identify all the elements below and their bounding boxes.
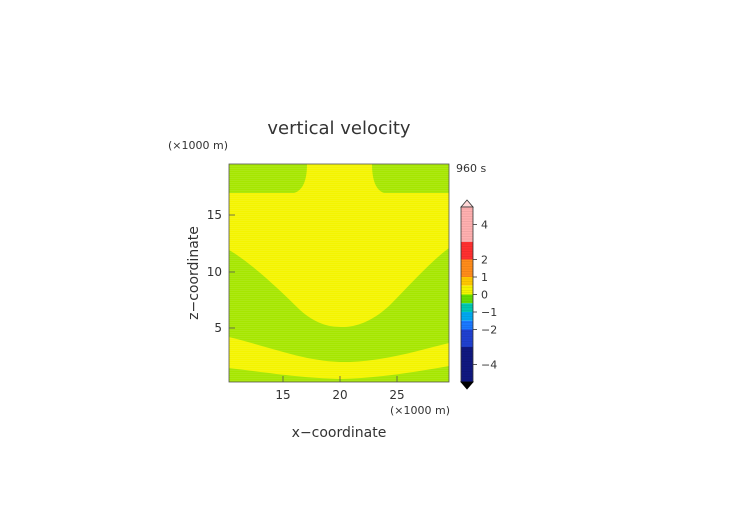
x-axis-label: x−coordinate	[292, 425, 387, 441]
plot-frame	[228, 163, 450, 383]
y-tick-15: 15	[207, 208, 222, 222]
plot-area	[229, 164, 449, 382]
x-tick-25: 25	[389, 388, 404, 402]
colorbar-top-arrow	[460, 199, 474, 208]
colorbar-band-3	[461, 277, 473, 286]
x-tick-20: 20	[332, 388, 347, 402]
time-label: 960 s	[456, 162, 486, 175]
chart-title: vertical velocity	[267, 118, 411, 139]
x-unit-label: (×1000 m)	[390, 404, 450, 417]
colorbar-band-0	[461, 207, 473, 242]
colorbar: 4 2 1 0 −1 −2 −4	[460, 199, 497, 390]
x-tick-15: 15	[275, 388, 290, 402]
colorbar-band-4	[461, 285, 473, 295]
colorbar-band-9	[461, 329, 473, 347]
colorbar-label: −4	[481, 359, 497, 372]
y-tick-10: 10	[207, 265, 222, 279]
colorbar-label: 2	[481, 254, 488, 267]
y-tick-5: 5	[214, 321, 222, 335]
colorbar-label: −2	[481, 324, 497, 337]
colorbar-label: 0	[481, 289, 488, 302]
tick-marks	[229, 214, 398, 382]
y-axis-label: z−coordinate	[186, 226, 202, 320]
colorbar-label: 4	[481, 219, 488, 232]
colorbar-label: 1	[481, 271, 488, 284]
colorbar-band-7	[461, 312, 473, 321]
colorbar-band-6	[461, 303, 473, 312]
y-unit-label: (×1000 m)	[168, 139, 228, 152]
colorbar-bottom-arrow	[460, 381, 474, 390]
colorbar-label: −1	[481, 306, 497, 319]
colorbar-bands	[461, 207, 473, 382]
colorbar-labels: 4 2 1 0 −1 −2 −4	[473, 219, 497, 372]
colorbar-band-8	[461, 320, 473, 330]
colorbar-band-5	[461, 294, 473, 304]
colorbar-band-10	[461, 347, 473, 382]
colorbar-band-2	[461, 259, 473, 277]
colorbar-band-1	[461, 242, 473, 260]
